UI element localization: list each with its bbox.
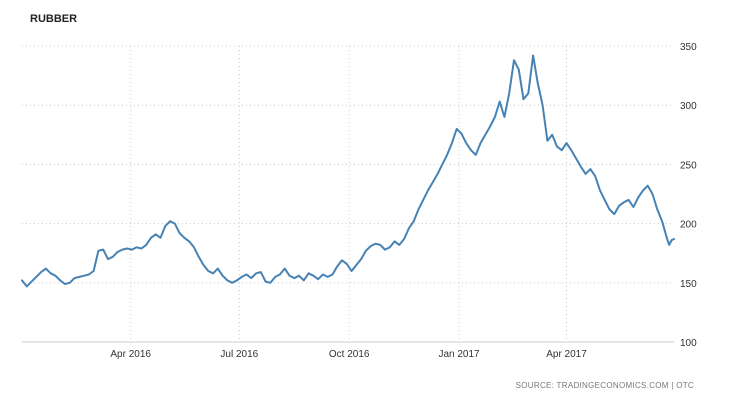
source-caption: SOURCE: TRADINGECONOMICS.COM | OTC [516, 381, 694, 390]
y-tick-label: 250 [680, 160, 697, 171]
x-tick-label: Apr 2016 [110, 349, 151, 360]
x-axis-ticks: Apr 2016 Jul 2016 Oct 2016 Jan 2017 Apr 2017 [110, 349, 587, 360]
y-tick-label: 300 [680, 101, 697, 112]
y-tick-label: 100 [680, 338, 697, 349]
y-tick-label: 350 [680, 42, 697, 53]
y-axis-ticks: 100 150 200 250 300 350 [680, 42, 697, 349]
rubber-price-line [21, 54, 675, 288]
chart-title: RUBBER [30, 13, 77, 25]
y-tick-label: 200 [680, 220, 697, 231]
x-tick-label: Jul 2016 [220, 349, 258, 360]
grid [22, 45, 674, 343]
y-tick-label: 150 [680, 279, 697, 290]
x-tick-label: Oct 2016 [329, 349, 370, 360]
x-tick-label: Apr 2017 [546, 349, 587, 360]
x-tick-label: Jan 2017 [438, 349, 480, 360]
